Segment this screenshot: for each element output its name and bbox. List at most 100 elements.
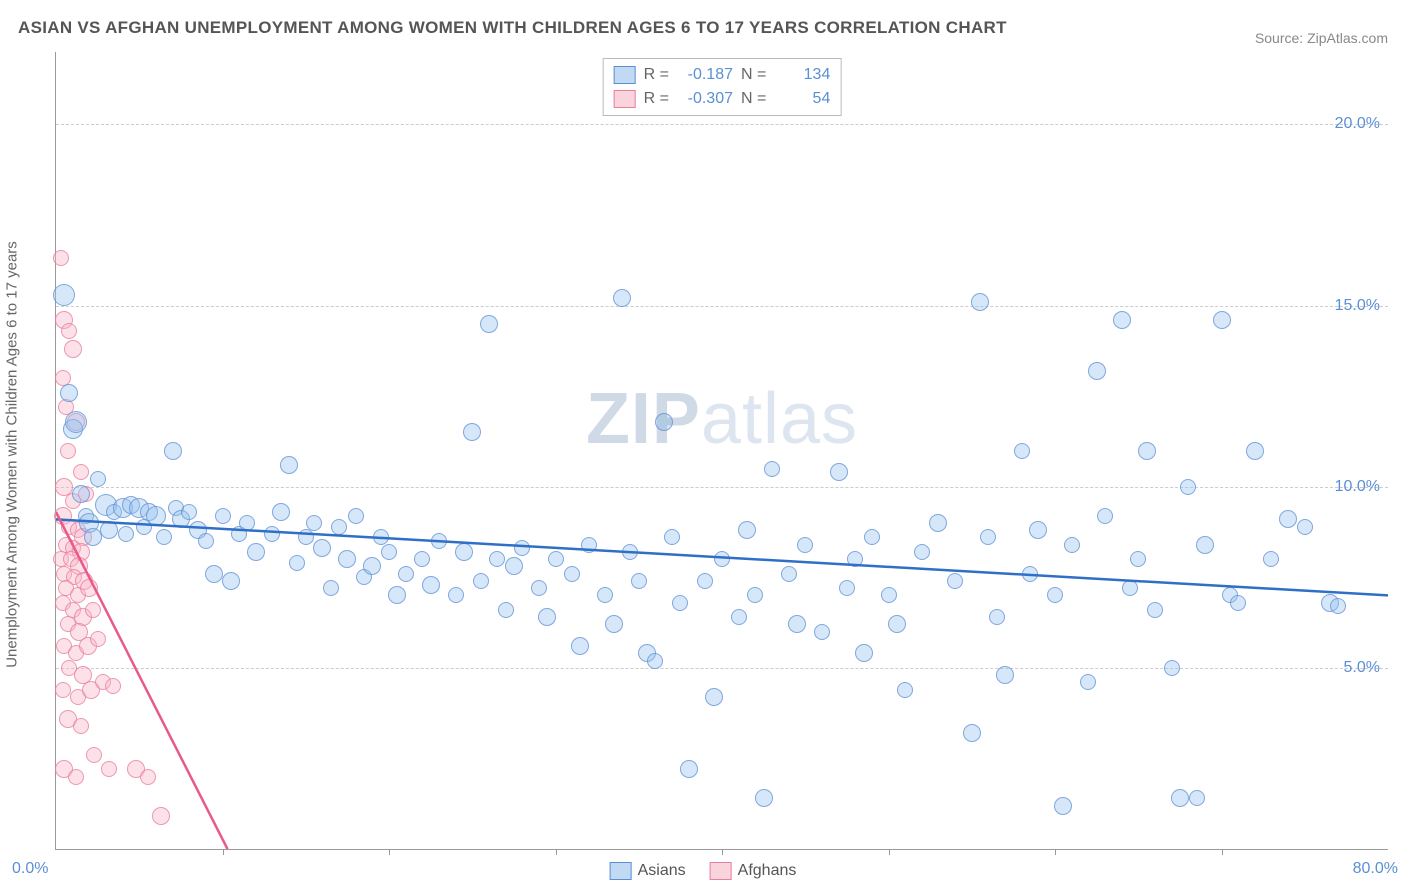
legend-swatch-asians-icon — [610, 862, 632, 880]
x-tick-mark — [556, 849, 557, 855]
legend-n-label: N = — [741, 87, 766, 111]
scatter-point — [864, 529, 880, 545]
scatter-point — [1014, 443, 1030, 459]
scatter-point — [431, 533, 447, 549]
scatter-point — [55, 682, 71, 698]
scatter-point — [897, 682, 913, 698]
scatter-point — [164, 442, 182, 460]
legend-label-asians: Asians — [638, 862, 686, 880]
scatter-point — [514, 540, 530, 556]
scatter-point — [830, 463, 848, 481]
scatter-point — [622, 544, 638, 560]
x-tick-mark — [389, 849, 390, 855]
legend-swatch-afghans — [614, 90, 636, 108]
scatter-point — [1246, 442, 1264, 460]
scatter-point — [105, 678, 121, 694]
scatter-point — [1171, 789, 1189, 807]
scatter-point — [597, 587, 613, 603]
scatter-point — [61, 323, 77, 339]
scatter-point — [1180, 479, 1196, 495]
scatter-point — [1297, 519, 1313, 535]
scatter-point — [323, 580, 339, 596]
scatter-point — [306, 515, 322, 531]
scatter-point — [613, 289, 631, 307]
legend-r-label: R = — [644, 63, 669, 87]
legend-row-afghans: R = -0.307 N = 54 — [614, 87, 831, 111]
scatter-point — [1080, 674, 1096, 690]
scatter-point — [152, 807, 170, 825]
scatter-point — [847, 551, 863, 567]
scatter-point — [655, 413, 673, 431]
legend-r-afghans: -0.307 — [677, 87, 733, 111]
scatter-point — [90, 471, 106, 487]
scatter-point — [64, 340, 82, 358]
scatter-point — [1263, 551, 1279, 567]
scatter-point — [1330, 598, 1346, 614]
scatter-point — [1054, 797, 1072, 815]
scatter-point — [448, 587, 464, 603]
y-axis-label: Unemployment Among Women with Children A… — [4, 241, 21, 668]
x-tick-mark — [223, 849, 224, 855]
scatter-point — [422, 576, 440, 594]
scatter-point — [205, 565, 223, 583]
scatter-point — [548, 551, 564, 567]
scatter-point — [73, 718, 89, 734]
scatter-point — [1029, 521, 1047, 539]
scatter-point — [781, 566, 797, 582]
source-link[interactable]: ZipAtlas.com — [1307, 30, 1388, 46]
scatter-point — [1138, 442, 1156, 460]
scatter-point — [680, 760, 698, 778]
scatter-point — [581, 537, 597, 553]
x-tick-mark — [889, 849, 890, 855]
scatter-point — [289, 555, 305, 571]
scatter-point — [1189, 790, 1205, 806]
scatter-point — [381, 544, 397, 560]
source-prefix: Source: — [1255, 30, 1307, 46]
y-tick-label: 15.0% — [1335, 297, 1380, 315]
scatter-point — [605, 615, 623, 633]
scatter-point — [1064, 537, 1080, 553]
gridline-h — [56, 668, 1388, 669]
scatter-point — [53, 284, 75, 306]
legend-correlation: R = -0.187 N = 134 R = -0.307 N = 54 — [603, 58, 842, 116]
scatter-point — [463, 423, 481, 441]
scatter-point — [731, 609, 747, 625]
scatter-point — [714, 551, 730, 567]
legend-label-afghans: Afghans — [738, 862, 797, 880]
legend-n-label: N = — [741, 63, 766, 87]
scatter-point — [1279, 510, 1297, 528]
scatter-point — [755, 789, 773, 807]
legend-item-asians: Asians — [610, 862, 686, 880]
legend-n-afghans: 54 — [774, 87, 830, 111]
scatter-point — [697, 573, 713, 589]
scatter-point — [80, 579, 98, 597]
scatter-point — [272, 503, 290, 521]
scatter-point — [672, 595, 688, 611]
scatter-point — [489, 551, 505, 567]
x-min-label: 0.0% — [12, 860, 48, 878]
legend-r-asians: -0.187 — [677, 63, 733, 87]
scatter-point — [747, 587, 763, 603]
scatter-point — [996, 666, 1014, 684]
scatter-point — [1097, 508, 1113, 524]
scatter-point — [538, 608, 556, 626]
scatter-point — [146, 506, 166, 526]
chart-title: ASIAN VS AFGHAN UNEMPLOYMENT AMONG WOMEN… — [18, 18, 1007, 38]
scatter-point — [947, 573, 963, 589]
legend-swatch-afghans-icon — [710, 862, 732, 880]
scatter-point — [247, 543, 265, 561]
plot-area: ZIPatlas R = -0.187 N = 134 R = -0.307 N… — [55, 52, 1388, 850]
scatter-point — [198, 533, 214, 549]
scatter-point — [531, 580, 547, 596]
scatter-point — [980, 529, 996, 545]
x-max-label: 80.0% — [1353, 860, 1398, 878]
x-tick-mark — [1055, 849, 1056, 855]
legend-row-asians: R = -0.187 N = 134 — [614, 63, 831, 87]
scatter-point — [571, 637, 589, 655]
chart-container: ZIPatlas R = -0.187 N = 134 R = -0.307 N… — [45, 52, 1388, 850]
scatter-point — [398, 566, 414, 582]
watermark-bold: ZIP — [586, 379, 701, 459]
scatter-point — [1164, 660, 1180, 676]
scatter-point — [888, 615, 906, 633]
legend-series: Asians Afghans — [610, 862, 797, 880]
